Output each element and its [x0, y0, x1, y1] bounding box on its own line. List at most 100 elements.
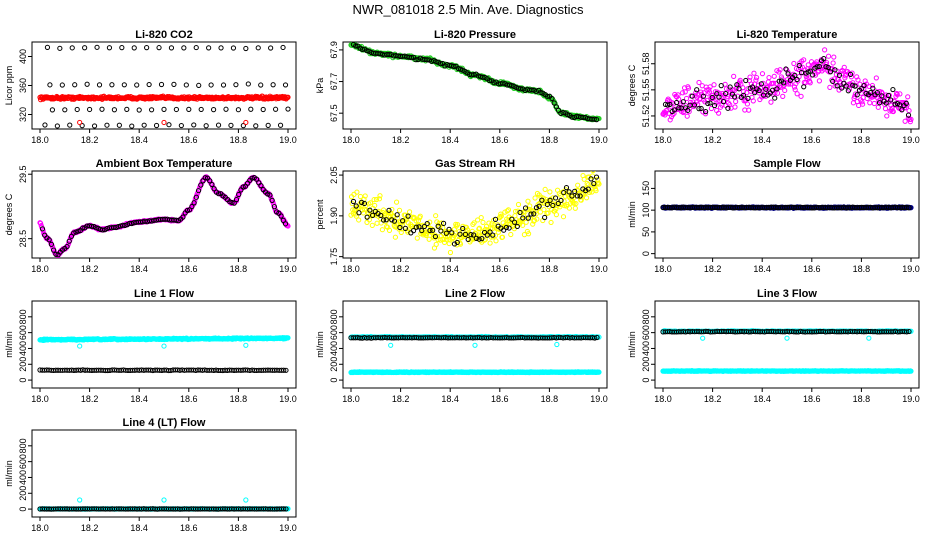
data-point	[665, 102, 671, 108]
data-point	[186, 106, 192, 112]
data-point	[444, 237, 450, 243]
y-tick-label: 200	[329, 357, 339, 372]
x-tick-label: 18.2	[704, 264, 722, 274]
series-spikes	[77, 119, 249, 126]
data-point	[825, 53, 832, 59]
data-point	[231, 200, 237, 206]
data-point	[822, 47, 828, 53]
y-tick-label: 50	[641, 227, 651, 237]
data-point	[362, 193, 368, 199]
data-point	[903, 100, 909, 106]
data-point	[538, 194, 544, 200]
data-point	[734, 82, 740, 88]
data-point	[427, 227, 433, 234]
data-point	[191, 122, 197, 128]
data-point	[229, 199, 235, 206]
data-point	[356, 217, 362, 223]
data-point	[141, 122, 147, 128]
data-point	[438, 220, 445, 226]
data-point	[520, 215, 526, 221]
data-point	[680, 99, 686, 105]
y-axis-label: ml/min	[4, 331, 14, 358]
data-point	[380, 217, 387, 223]
data-point	[501, 227, 507, 233]
series-reference-low	[42, 122, 284, 129]
data-point	[471, 232, 477, 238]
plot-frame	[31, 170, 297, 259]
data-point	[551, 100, 557, 106]
plot-frame	[31, 300, 297, 389]
data-point	[870, 85, 876, 91]
plot-frame	[342, 300, 608, 389]
data-point	[116, 122, 122, 128]
x-tick-label: 18.6	[180, 264, 198, 274]
data-point	[356, 210, 362, 216]
data-point	[539, 197, 545, 203]
data-point	[173, 106, 179, 113]
y-axis-label: degrees C	[627, 64, 637, 106]
data-point	[544, 201, 550, 208]
x-tick-label: 19.0	[590, 135, 608, 145]
data-point	[398, 229, 404, 235]
data-point	[486, 77, 493, 84]
x-tick-label: 18.6	[803, 135, 821, 145]
data-point	[812, 72, 819, 78]
data-point	[890, 86, 896, 93]
data-point	[566, 205, 573, 211]
plot-area	[348, 171, 602, 256]
data-point	[391, 218, 398, 224]
data-point	[876, 100, 883, 106]
data-point	[283, 367, 289, 373]
data-point	[255, 45, 261, 51]
data-point	[499, 234, 506, 240]
data-point	[233, 82, 239, 88]
data-point	[807, 80, 813, 86]
data-point	[897, 91, 903, 97]
data-point	[732, 104, 738, 110]
data-point	[450, 235, 456, 241]
y-tick-label: 600	[18, 325, 28, 340]
data-point	[57, 45, 63, 51]
data-point	[129, 123, 135, 129]
data-point	[772, 95, 778, 101]
x-tick-label: 18.8	[853, 394, 871, 404]
data-point	[667, 101, 673, 108]
data-point	[792, 87, 798, 93]
y-axis-label: percent	[315, 199, 325, 230]
data-point	[446, 226, 452, 232]
data-point	[852, 83, 858, 89]
data-point	[451, 63, 457, 69]
y-tick-label: 2.05	[329, 166, 339, 184]
data-point	[350, 198, 357, 205]
x-tick-label: 18.4	[441, 264, 459, 274]
data-point	[62, 107, 68, 113]
data-point	[549, 95, 555, 102]
data-point	[792, 72, 798, 78]
data-point	[386, 207, 392, 213]
data-point	[495, 229, 501, 235]
data-point	[258, 183, 264, 189]
y-tick-label: 67.5	[329, 104, 339, 122]
data-point	[554, 341, 560, 348]
data-point	[522, 205, 529, 211]
data-point	[810, 72, 816, 78]
data-point	[592, 335, 598, 341]
data-point	[471, 71, 477, 78]
data-point	[462, 231, 469, 237]
data-point	[405, 213, 411, 219]
x-tick-label: 18.4	[130, 394, 148, 404]
data-point	[732, 94, 738, 100]
plot-frame	[342, 41, 608, 130]
data-point	[277, 122, 284, 128]
data-point	[396, 207, 403, 213]
data-point	[393, 199, 400, 205]
data-point	[696, 106, 702, 112]
data-point	[706, 89, 713, 95]
data-point	[181, 45, 187, 51]
data-point	[37, 220, 43, 226]
data-point	[685, 107, 691, 113]
data-point	[871, 100, 877, 107]
data-point	[168, 45, 175, 51]
data-point	[525, 215, 531, 221]
